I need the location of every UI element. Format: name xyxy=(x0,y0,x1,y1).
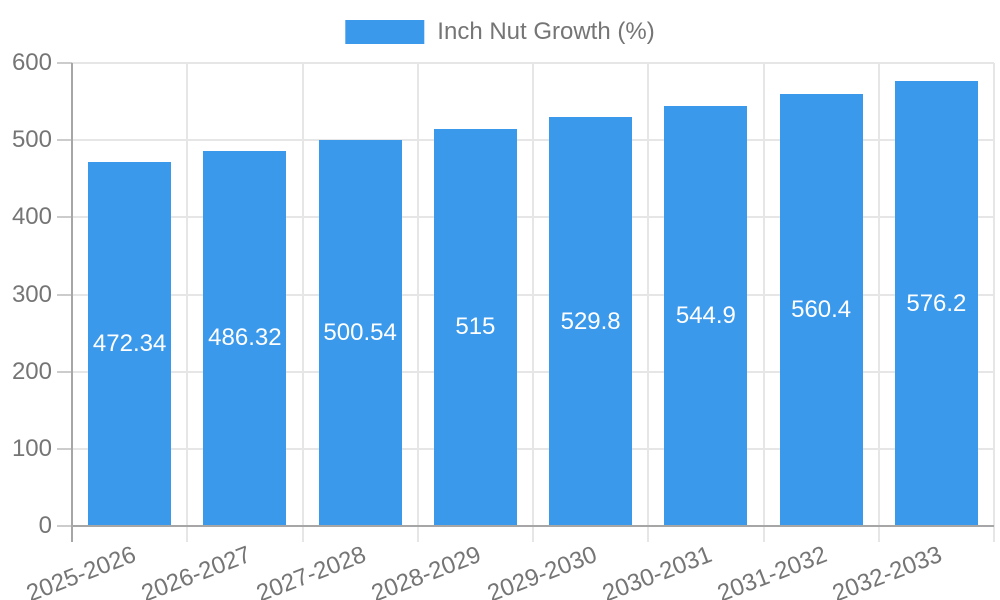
y-axis-tick-label: 100 xyxy=(11,434,52,462)
bar-2025-2026[interactable] xyxy=(88,161,172,526)
y-axis-tick xyxy=(57,370,72,373)
x-gridline xyxy=(993,63,995,542)
y-axis-tick xyxy=(57,447,72,450)
y-axis-line xyxy=(71,63,73,542)
bar-2031-2032[interactable] xyxy=(779,93,863,526)
y-axis-tick xyxy=(57,139,72,142)
x-gridline xyxy=(416,63,419,542)
x-gridline xyxy=(647,63,650,542)
x-gridline xyxy=(186,63,189,542)
y-axis-tick-label: 200 xyxy=(11,357,52,385)
y-axis-tick-label: 600 xyxy=(11,49,52,76)
bar-2026-2027[interactable] xyxy=(203,150,287,526)
legend-swatch xyxy=(345,20,425,44)
y-axis-tick-label: 0 xyxy=(38,512,52,539)
bar-2032-2033[interactable] xyxy=(894,81,978,526)
bar-2028-2029[interactable] xyxy=(433,128,517,526)
y-axis-tick xyxy=(57,216,72,219)
legend-item[interactable]: Inch Nut Growth (%) xyxy=(345,18,655,46)
legend-label: Inch Nut Growth (%) xyxy=(437,18,655,45)
y-axis-tick-label: 400 xyxy=(11,203,52,231)
bar-2030-2031[interactable] xyxy=(664,105,748,526)
y-axis-tick xyxy=(57,525,72,527)
x-gridline xyxy=(877,63,880,542)
bar-2027-2028[interactable] xyxy=(318,139,402,526)
y-axis-tick xyxy=(57,293,72,296)
y-axis-tick-label: 500 xyxy=(11,126,52,154)
y-axis-tick-label: 300 xyxy=(11,280,52,308)
x-gridline xyxy=(301,63,304,542)
y-axis-tick xyxy=(57,62,72,64)
x-gridline xyxy=(762,63,765,542)
bar-2029-2030[interactable] xyxy=(549,117,633,526)
x-axis-line xyxy=(72,525,994,527)
x-gridline xyxy=(532,63,534,542)
